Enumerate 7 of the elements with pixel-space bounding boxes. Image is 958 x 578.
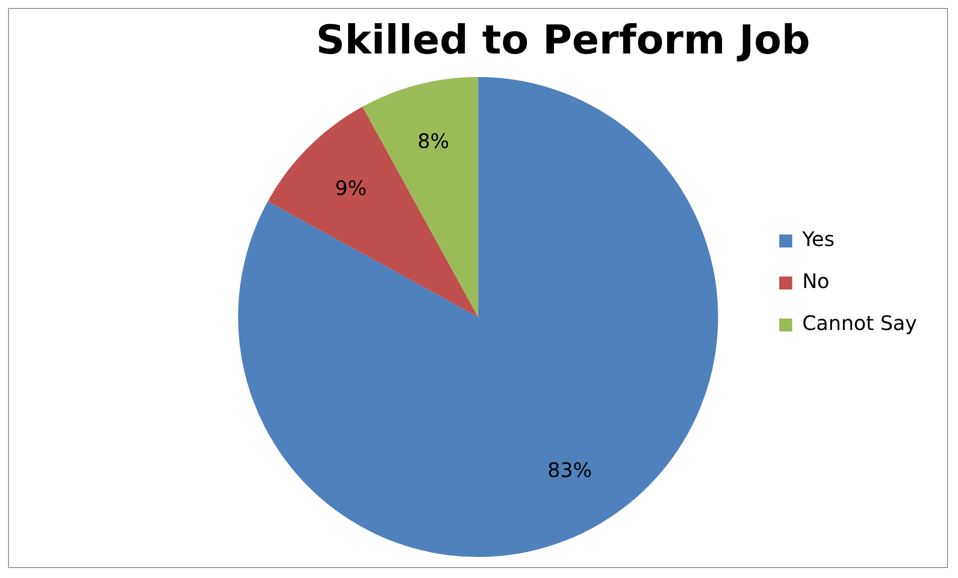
chart-title: Skilled to Perform Job: [316, 17, 810, 64]
legend-label: Yes: [801, 227, 834, 252]
data-label: 8%: [417, 128, 450, 153]
data-label: 83%: [548, 458, 592, 482]
legend-label: Cannot Say: [802, 311, 918, 336]
data-label: 9%: [334, 176, 367, 200]
legend-label: No: [802, 269, 830, 294]
